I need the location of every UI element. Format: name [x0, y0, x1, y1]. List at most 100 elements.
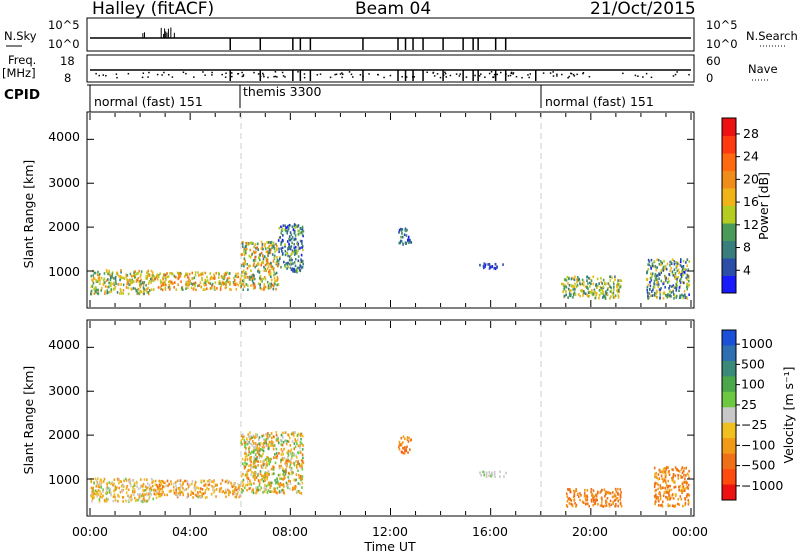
- velocity-cell: [258, 442, 260, 445]
- velocity-cell: [299, 477, 302, 481]
- velocity-cell: [148, 497, 150, 501]
- nave-point: [329, 76, 332, 79]
- velocity-cell: [193, 487, 196, 490]
- power-cell: [573, 285, 576, 289]
- power-cell: [245, 272, 248, 276]
- velocity-cell: [118, 495, 120, 498]
- power-cell: [289, 247, 292, 251]
- velocity-cell: [677, 473, 680, 477]
- velocity-cell: [287, 456, 289, 459]
- power-cell: [98, 272, 101, 276]
- power-cell: [583, 291, 585, 295]
- power-cell: [281, 246, 284, 250]
- velocity-cell: [409, 448, 411, 451]
- power-cell: [299, 261, 302, 264]
- velocity-cell: [491, 471, 493, 475]
- power-cell: [96, 273, 99, 277]
- velocity-cell: [138, 497, 140, 500]
- velocity-cell: [259, 443, 261, 447]
- velocity-cell: [262, 434, 265, 437]
- velocity-colorbar-block: [722, 422, 736, 439]
- power-cell: [271, 244, 274, 248]
- velocity-cell: [235, 488, 238, 492]
- power-cell: [194, 281, 197, 285]
- power-cell: [587, 282, 589, 285]
- nave-point: [341, 73, 344, 76]
- velocity-cell: [682, 485, 685, 489]
- power-cell: [239, 277, 242, 281]
- velocity-cell: [686, 486, 689, 489]
- velocity-y-tick-3000: 3000: [48, 383, 80, 398]
- velocity-cell: [259, 460, 262, 464]
- power-cell: [208, 281, 210, 285]
- velocity-cell: [662, 471, 664, 475]
- nave-point: [494, 76, 496, 78]
- power-cell: [108, 269, 110, 273]
- velocity-y-tick-4000: 4000: [48, 337, 80, 352]
- power-cell: [578, 277, 580, 281]
- velocity-cell: [179, 479, 182, 482]
- velocity-yticks: [87, 346, 694, 480]
- velocity-cell: [172, 489, 175, 492]
- power-cell: [226, 277, 229, 280]
- power-cell: [574, 275, 576, 279]
- velocity-cell: [143, 496, 145, 499]
- velocity-cell: [295, 478, 297, 482]
- power-cell: [194, 273, 197, 277]
- power-cell: [287, 265, 289, 269]
- power-cell: [180, 272, 183, 276]
- nave-point: [116, 76, 118, 79]
- power-colorbar-tick-label: 20: [743, 171, 759, 186]
- velocity-cell: [121, 490, 124, 493]
- velocity-cell: [275, 433, 278, 437]
- power-cell: [280, 243, 282, 246]
- velocity-cell: [203, 484, 205, 487]
- power-cell: [562, 290, 564, 294]
- power-cell: [598, 293, 601, 297]
- power-xticks: [89, 113, 692, 307]
- x-tick-labels: 00:00 04:00 08:00 12:00 16:00 20:00 00:0…: [72, 524, 708, 539]
- velocity-cell: [685, 486, 687, 490]
- velocity-cell: [565, 492, 568, 496]
- velocity-cell: [299, 444, 302, 447]
- velocity-cell: [591, 492, 594, 496]
- velocity-colorbar-block: [722, 330, 736, 346]
- velocity-cell: [619, 493, 622, 497]
- velocity-cell: [258, 449, 261, 452]
- power-cell: [575, 285, 578, 289]
- velocity-cell: [672, 468, 674, 472]
- velocity-cell: [230, 481, 232, 485]
- velocity-cell: [213, 491, 215, 494]
- velocity-cell: [265, 460, 268, 464]
- velocity-cell: [282, 489, 285, 493]
- velocity-cell: [287, 486, 289, 489]
- nave-point: [492, 76, 495, 79]
- nave-point: [303, 76, 306, 79]
- velocity-cell: [259, 481, 261, 485]
- power-cell: [146, 287, 148, 291]
- power-y-tick-2000: 2000: [48, 219, 80, 234]
- velocity-colorbar-tick-label: −100: [741, 437, 775, 452]
- velocity-cell: [244, 452, 246, 455]
- velocity-cell: [276, 454, 279, 458]
- velocity-cell: [176, 495, 179, 499]
- velocity-cell: [293, 447, 296, 451]
- power-cell: [601, 296, 604, 299]
- power-cell: [113, 287, 116, 291]
- velocity-cell: [90, 486, 93, 490]
- velocity-cell: [299, 483, 301, 486]
- power-cell: [219, 288, 222, 291]
- velocity-cell: [194, 483, 196, 487]
- velocity-cell: [244, 465, 247, 469]
- power-cell: [264, 247, 267, 250]
- power-cell: [653, 282, 656, 286]
- power-cell: [160, 280, 163, 284]
- power-cell: [116, 273, 119, 276]
- power-cell: [108, 290, 111, 294]
- velocity-cell: [482, 470, 484, 474]
- freq-panel: Freq. [MHz] 18 8 60 0 Nave: [2, 53, 778, 85]
- power-cell: [266, 267, 269, 271]
- power-cell: [242, 269, 245, 273]
- power-cell: [273, 243, 275, 247]
- velocity-cell: [146, 499, 149, 503]
